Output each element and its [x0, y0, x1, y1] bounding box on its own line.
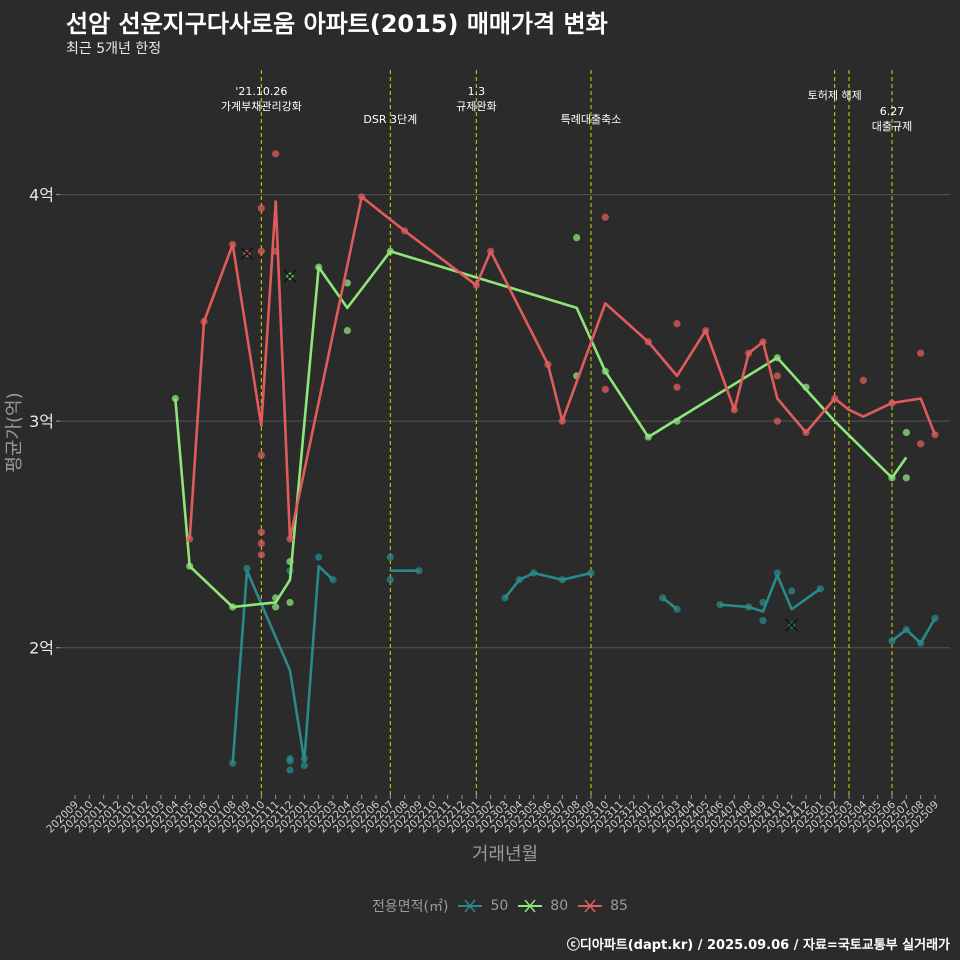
- chart-title: 선암 선운지구다사로움 아파트(2015) 매매가격 변화: [66, 10, 608, 38]
- data-point-80: [573, 234, 581, 242]
- data-point-85: [257, 528, 265, 536]
- data-point-85: [773, 417, 781, 425]
- x-axis-title: 거래년월: [472, 844, 538, 865]
- data-point-80: [902, 474, 910, 482]
- data-point-50: [300, 761, 308, 770]
- data-point-85: [859, 376, 867, 384]
- data-point-85: [773, 372, 781, 380]
- data-point-80: [902, 428, 910, 437]
- data-point-85: [257, 204, 265, 212]
- event-label: 특례대출축소: [561, 113, 622, 126]
- y-axis-title: 평균가(억): [4, 392, 25, 472]
- source-caption: ⓒ디아파트(dapt.kr) / 2025.09.06 / 자료=국토교통부 실…: [566, 938, 950, 953]
- data-point-85: [601, 213, 609, 221]
- data-point-50: [788, 587, 796, 595]
- series-line-85: [188, 195, 937, 541]
- series-line-50: [503, 571, 592, 599]
- data-point-50: [759, 616, 767, 625]
- data-point-85: [673, 383, 681, 391]
- legend-item-85: 85: [576, 898, 628, 914]
- event-label: 1.3: [468, 85, 486, 98]
- data-point-80: [272, 603, 280, 611]
- data-point-50: [386, 576, 394, 584]
- legend-label-50: 50: [490, 898, 509, 914]
- data-point-85: [917, 440, 925, 448]
- legend-key-80: [518, 899, 543, 913]
- cancelled-mark-85: [240, 246, 254, 261]
- event-label: 토허제 해제: [808, 88, 862, 102]
- event-label: 6.27: [880, 105, 905, 118]
- legend-item-50: 50: [456, 898, 508, 914]
- data-point-50: [773, 569, 781, 577]
- data-point-85: [257, 247, 265, 255]
- data-point-85: [272, 150, 280, 158]
- data-point-85: [601, 385, 609, 394]
- y-tick-label: 4억: [29, 186, 54, 205]
- legend-key-85: [578, 899, 603, 913]
- cancelled-mark-50: [785, 618, 799, 632]
- data-point-50: [243, 564, 251, 573]
- data-point-85: [917, 349, 925, 357]
- series-line-50: [661, 596, 678, 611]
- data-point-50: [286, 755, 294, 763]
- series-line-80: [174, 250, 908, 609]
- series-line-50: [719, 573, 822, 613]
- cancelled-mark-80: [283, 269, 297, 283]
- data-point-85: [257, 551, 265, 559]
- y-tick-label: 3억: [29, 412, 54, 431]
- data-point-85: [257, 451, 265, 459]
- data-point-85: [673, 320, 681, 328]
- data-point-80: [343, 326, 351, 335]
- event-label: '21.10.26: [235, 85, 287, 98]
- y-tick-label: 2억: [29, 639, 54, 658]
- data-point-80: [343, 279, 351, 287]
- data-point-85: [257, 539, 265, 548]
- data-point-80: [286, 598, 294, 607]
- legend-title: 전용면적(㎡): [372, 899, 449, 915]
- legend-key-50: [458, 899, 483, 913]
- legend: 전용면적(㎡) 50 80 85: [372, 896, 628, 916]
- legend-label-80: 80: [550, 898, 569, 914]
- data-point-50: [386, 553, 394, 561]
- data-point-50: [587, 569, 595, 577]
- data-point-50: [315, 553, 323, 561]
- data-point-50: [716, 601, 724, 609]
- chart-subtitle: 최근 5개년 한정: [66, 41, 162, 57]
- event-label: 가계부채관리강화: [221, 100, 302, 113]
- event-label: 대출규제: [872, 120, 912, 133]
- event-label: 규제완화: [456, 100, 496, 113]
- data-point-50: [286, 766, 294, 774]
- legend-item-80: 80: [516, 898, 568, 914]
- series-line-50: [891, 617, 937, 645]
- series-line-50: [231, 564, 334, 764]
- legend-label-85: 85: [610, 898, 628, 914]
- event-label: DSR 3단계: [363, 113, 417, 126]
